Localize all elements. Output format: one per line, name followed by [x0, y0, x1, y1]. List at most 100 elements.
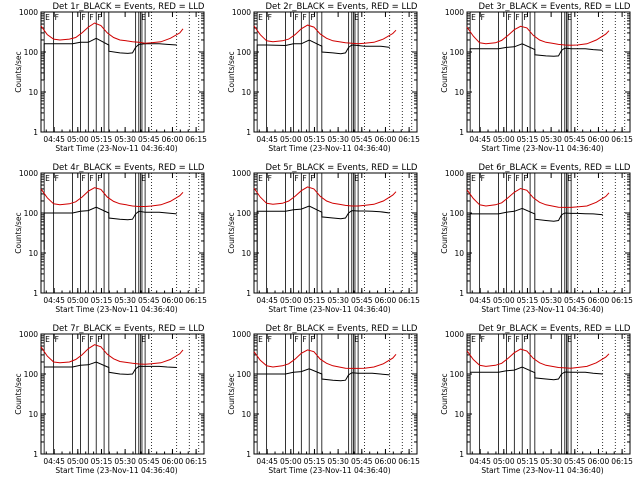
flag-label: E — [471, 13, 476, 22]
y-tick-label: 10 — [28, 249, 38, 258]
y-tick-label: 1000 — [232, 169, 251, 178]
x-tick-label: 05:45 — [351, 457, 373, 466]
flag-label: F — [97, 13, 101, 22]
flag-label: F — [481, 174, 485, 183]
y-axis-label: Counts/sec — [14, 212, 23, 253]
plot-frame — [466, 11, 631, 133]
y-axis-label: Counts/sec — [14, 51, 23, 92]
flag-label: F — [55, 335, 59, 344]
series-events-line — [256, 39, 390, 80]
series-lld-line — [40, 187, 184, 207]
x-axis-label: Start Time (23-Nov-11 04:36:40) — [268, 305, 390, 314]
flag-label: F — [268, 174, 272, 183]
x-axis-label: Start Time (23-Nov-11 04:36:40) — [55, 466, 177, 475]
flag-label: F — [310, 13, 314, 22]
panel-det-1: Det 1r_BLACK = Events, RED = LLD 1 10 100 10… — [14, 2, 207, 153]
x-tick-label: 05:15 — [517, 135, 539, 144]
x-tick-label: 05:30 — [327, 135, 349, 144]
series-lld-line — [466, 348, 610, 369]
y-axis-label: Counts/sec — [440, 51, 449, 92]
panel-det-9: Det 9r_BLACK = Events, RED = LLD 1 10 100 10… — [440, 324, 633, 475]
y-axis-label: Counts/sec — [227, 373, 236, 414]
y-tick-label: 1 — [246, 289, 251, 298]
chart-title: Det 4r_BLACK = Events, RED = LLD — [53, 163, 205, 173]
flag-label: F — [523, 335, 527, 344]
chart-title: Det 6r_BLACK = Events, RED = LLD — [479, 163, 631, 173]
flag-label: E — [45, 335, 50, 344]
y-tick-label: 1 — [33, 289, 38, 298]
y-tick-label: 10 — [28, 88, 38, 97]
x-tick-label: 06:15 — [611, 296, 633, 305]
y-axis-label: Counts/sec — [440, 212, 449, 253]
y-tick-label: 10 — [241, 249, 251, 258]
flag-label: F — [515, 13, 519, 22]
flag-label: E — [141, 335, 146, 344]
flag-label: F — [507, 174, 511, 183]
x-tick-label: 05:15 — [91, 457, 113, 466]
x-tick-label: 05:30 — [540, 457, 562, 466]
series-events-line — [470, 366, 603, 381]
flag-label: F — [268, 13, 272, 22]
x-tick-label: 06:15 — [398, 457, 420, 466]
y-axis-label: Counts/sec — [227, 212, 236, 253]
series-events-line — [43, 206, 177, 250]
y-tick-label: 1000 — [19, 8, 38, 17]
x-tick-label: 05:30 — [327, 296, 349, 305]
panel-det-2: Det 2r_BLACK = Events, RED = LLD 1 10 100 10… — [227, 2, 420, 153]
y-tick-label: 1 — [246, 450, 251, 459]
x-axis-label: Start Time (23-Nov-11 04:36:40) — [55, 305, 177, 314]
y-tick-label: 1 — [246, 128, 251, 137]
y-tick-label: 10 — [241, 410, 251, 419]
flag-label: F — [515, 174, 519, 183]
flag-label: F — [89, 174, 93, 183]
x-tick-label: 06:00 — [375, 296, 397, 305]
x-tick-label: 06:00 — [588, 135, 610, 144]
y-tick-label: 1 — [459, 128, 464, 137]
series-lld-line — [466, 187, 610, 208]
x-tick-label: 04:45 — [256, 296, 278, 305]
x-tick-label: 05:00 — [67, 135, 89, 144]
x-tick-label: 05:30 — [540, 296, 562, 305]
flag-label: F — [81, 335, 85, 344]
x-tick-label: 05:45 — [351, 135, 373, 144]
x-tick-label: 05:00 — [280, 296, 302, 305]
x-tick-label: 05:00 — [493, 296, 515, 305]
y-tick-label: 100 — [24, 209, 39, 218]
flag-label: F — [523, 13, 527, 22]
x-tick-label: 05:45 — [351, 296, 373, 305]
y-tick-label: 10 — [454, 88, 464, 97]
panel-det-7: Det 7r_BLACK = Events, RED = LLD 1 10 100 10… — [14, 324, 207, 475]
flag-label: E — [567, 13, 572, 22]
flag-label: F — [81, 13, 85, 22]
y-axis-label: Counts/sec — [227, 51, 236, 92]
y-tick-label: 10 — [454, 410, 464, 419]
flag-label: F — [97, 335, 101, 344]
flag-label: E — [45, 174, 50, 183]
x-tick-label: 05:15 — [304, 135, 326, 144]
x-tick-label: 05:30 — [540, 135, 562, 144]
flag-label: F — [89, 335, 93, 344]
series-events-line — [256, 205, 390, 262]
x-tick-label: 06:00 — [162, 135, 184, 144]
y-tick-label: 10 — [28, 410, 38, 419]
y-tick-label: 1 — [459, 450, 464, 459]
flag-label: F — [294, 174, 298, 183]
x-tick-label: 05:00 — [280, 135, 302, 144]
chart-title: Det 7r_BLACK = Events, RED = LLD — [53, 324, 205, 334]
x-tick-label: 05:45 — [564, 296, 586, 305]
flag-label: F — [97, 174, 101, 183]
flag-label: E — [354, 174, 359, 183]
series-lld-line — [253, 349, 397, 369]
flag-label: E — [258, 174, 263, 183]
flag-label: F — [302, 335, 306, 344]
y-tick-label: 1000 — [19, 330, 38, 339]
x-tick-label: 04:45 — [43, 457, 65, 466]
y-tick-label: 1 — [33, 128, 38, 137]
panel-det-4: Det 4r_BLACK = Events, RED = LLD 1 10 100 10… — [14, 163, 207, 314]
x-tick-label: 06:00 — [375, 457, 397, 466]
x-tick-label: 05:15 — [91, 296, 113, 305]
y-tick-label: 100 — [450, 370, 465, 379]
chart-title: Det 5r_BLACK = Events, RED = LLD — [266, 163, 418, 173]
x-tick-label: 04:45 — [469, 296, 491, 305]
